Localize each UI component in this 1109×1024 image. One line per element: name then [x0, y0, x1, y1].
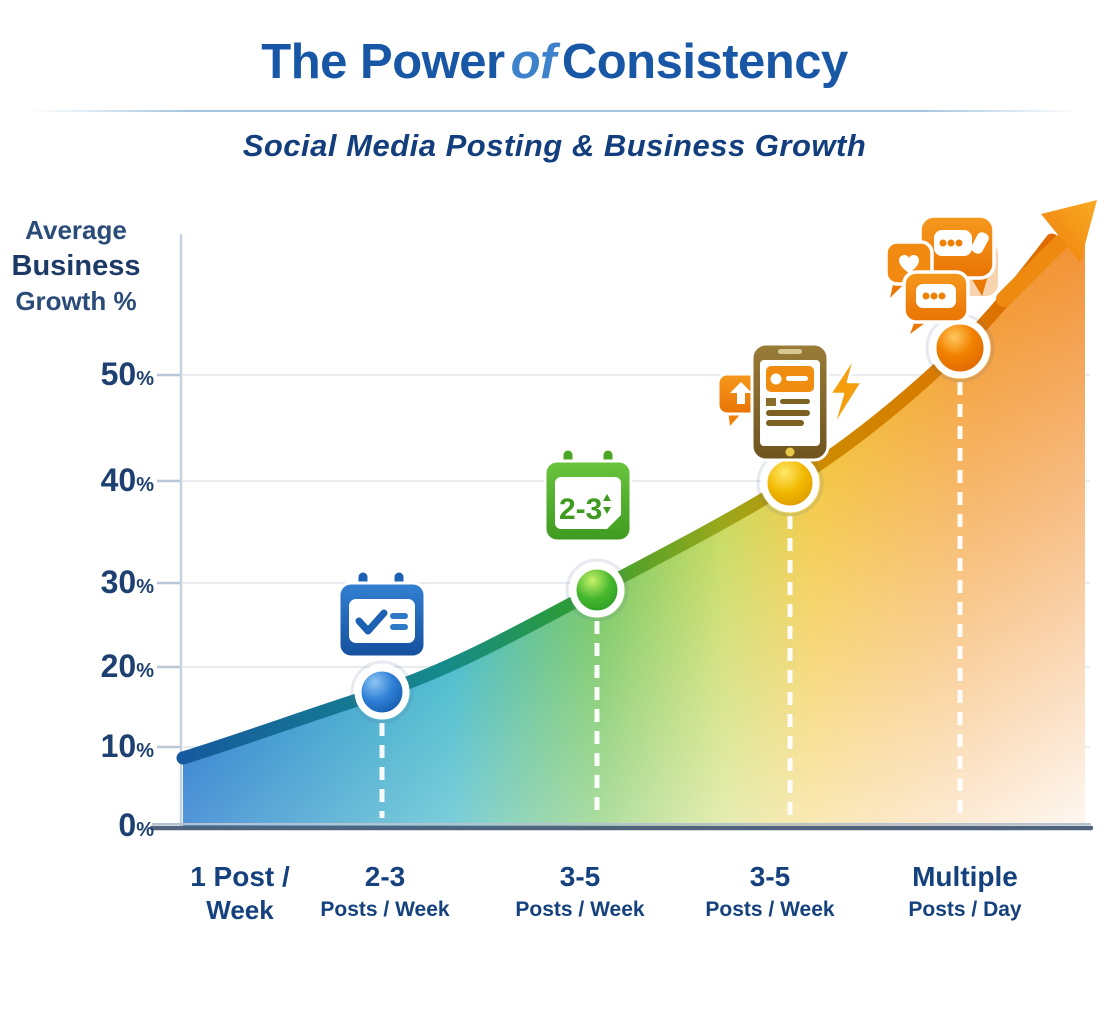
heart-icon: [899, 255, 919, 273]
page-title: The Power of Consistency: [0, 34, 1109, 90]
chat-bubble-dots-top: [918, 214, 996, 296]
y-tick-40: 40%: [100, 462, 154, 498]
y-axis-label-line2: Business: [11, 249, 141, 282]
y-tick-0: 0%: [118, 807, 154, 843]
chat-bubbles-icon: [884, 214, 998, 334]
y-axis-label: Average Business Growth %: [6, 214, 146, 319]
y-tick-30: 30%: [100, 564, 154, 600]
marker-orange: [925, 313, 995, 383]
calendar-check-icon: [337, 569, 427, 659]
calendar-range-label: 2-3: [559, 493, 602, 526]
page-subtitle: Social Media Posting & Business Growth: [242, 128, 867, 163]
x-label-2-3-posts-week: 2-3 Posts / Week: [320, 861, 450, 921]
calendar-range-icon: 2-3: [543, 447, 633, 543]
y-tick-10: 10%: [100, 728, 154, 764]
y-axis-label-line3: Growth %: [15, 286, 137, 317]
growth-arrow-icon: [996, 200, 1097, 307]
title-part-3: Consistency: [561, 35, 848, 89]
chat-bubble-dots-bottom: [902, 270, 970, 334]
x-label-multiple-posts-day: Multiple Posts / Day: [908, 861, 1022, 921]
title-part-1: The Power: [261, 35, 505, 89]
marker-blue: [350, 660, 414, 724]
area-fade-overlay: [183, 212, 1085, 827]
y-tick-50: 50%: [100, 356, 154, 392]
smartphone-post-icon: [716, 342, 864, 462]
y-axis-label-line1: Average: [25, 215, 127, 245]
y-tick-20: 20%: [100, 648, 154, 684]
y-tick-marks: [157, 373, 180, 749]
marker-green: [565, 558, 629, 622]
title-divider: [30, 110, 1079, 112]
x-label-3-5-posts-week-b: 3-5 Posts / Week: [705, 861, 835, 921]
lightning-icon: [828, 354, 864, 430]
title-part-of: of: [510, 35, 557, 89]
x-label-1-post-week: 1 Post / Week: [190, 861, 290, 925]
marker-guide-lines: [379, 382, 963, 818]
x-label-3-5-posts-week-a: 3-5 Posts / Week: [515, 861, 645, 921]
